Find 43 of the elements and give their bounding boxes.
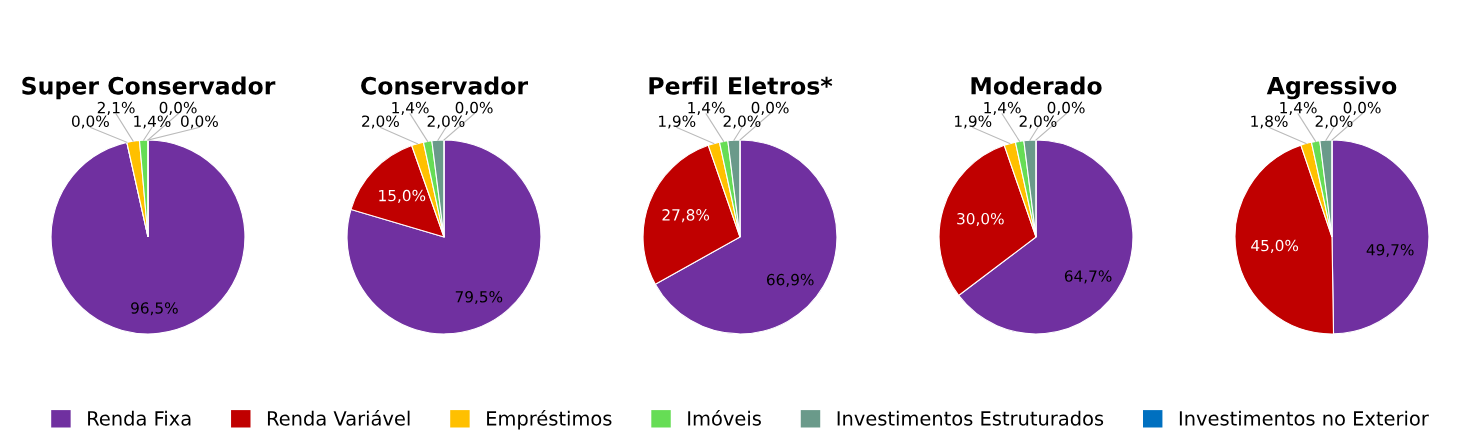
legend-label: Empréstimos: [487, 409, 612, 430]
data-label: 45,0%: [1251, 239, 1299, 253]
data-label: 2,1%: [97, 101, 135, 115]
chart-title: Moderado: [971, 76, 1102, 95]
legend-label: Renda Variável: [267, 409, 410, 426]
data-label: 1,4%: [1280, 101, 1317, 115]
data-label: 1,4%: [134, 115, 171, 129]
data-label: 1,4%: [392, 101, 429, 115]
text: 0,0%: [71, 115, 109, 129]
data-label: 1,4%: [984, 101, 1021, 115]
data-label: 2,0%: [1019, 115, 1057, 129]
text: 0,0%: [455, 101, 493, 115]
text: 0,0%: [1343, 101, 1381, 115]
data-label: 2,0%: [362, 115, 399, 129]
pie-slice: [346, 139, 542, 335]
legend-label: Investimentos no Exterior: [1179, 410, 1429, 426]
data-label: 66,9%: [766, 273, 814, 287]
data-label: 1,9%: [955, 115, 992, 129]
data-label: 1,8%: [1251, 115, 1288, 129]
data-label: 2,0%: [1315, 115, 1353, 129]
chart-title: Perfil Eletros*: [649, 76, 833, 95]
data-label: 2,0%: [723, 115, 761, 129]
text: 0,0%: [751, 101, 789, 115]
pie-slice: [50, 139, 246, 335]
data-label: 64,7%: [1064, 270, 1112, 284]
chart-title: Agressivo: [1266, 76, 1397, 100]
text: 0,0%: [1047, 101, 1085, 115]
chart-title: Super Conservador: [22, 76, 276, 100]
legend-label: Imóveis: [688, 409, 761, 426]
data-label: 27,8%: [662, 209, 710, 223]
legend-label: Renda Fixa: [88, 410, 191, 426]
data-label: 2,0%: [427, 115, 465, 129]
data-label: 15,0%: [379, 189, 426, 203]
data-label: 1,9%: [659, 115, 696, 129]
data-label: 96,5%: [131, 302, 178, 316]
legend-label: Investimentos Estruturados: [837, 410, 1104, 426]
data-label: 79,5%: [455, 291, 503, 305]
text: 0,0%: [159, 101, 197, 115]
data-label: 30,0%: [957, 212, 1004, 227]
data-label: 1,4%: [688, 101, 725, 115]
data-label: 49,7%: [1366, 243, 1414, 258]
text: 0,0%: [180, 115, 218, 129]
chart-title: Conservador: [361, 76, 529, 95]
